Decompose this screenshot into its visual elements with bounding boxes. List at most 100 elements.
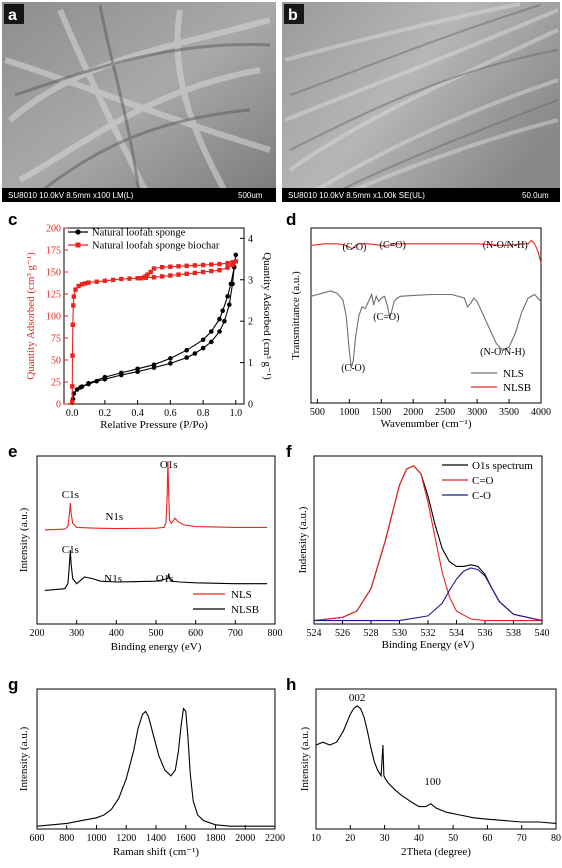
annotation: N1s	[104, 573, 122, 585]
sem-info-a: SU8010 10.0kV 8.5mm x100 LM(L)	[8, 191, 134, 200]
x-tick-label: 0.6	[164, 408, 177, 419]
x-axis-title: Binding Energy (eV)	[382, 639, 475, 651]
legend-label: NLS	[503, 368, 524, 380]
annotation: 100	[424, 776, 441, 788]
series-line-0	[44, 460, 268, 531]
series-line-1	[310, 239, 542, 264]
x-tick-label: 1800	[206, 833, 226, 844]
data-point	[83, 281, 88, 286]
legend-label: NLS	[231, 589, 252, 601]
x-tick-label: 60	[482, 833, 492, 844]
data-point	[227, 302, 232, 307]
y-tick-label: 200	[46, 224, 61, 235]
annotation: O1s	[160, 459, 178, 471]
sem-scale-a: 500um	[238, 191, 263, 200]
x-tick-label: 800	[268, 628, 283, 639]
data-point	[102, 278, 108, 283]
y-axis-title: Indensity (a.u.)	[297, 506, 309, 573]
legend-marker	[75, 229, 81, 235]
data-point	[168, 356, 173, 361]
x-tick-label: 70	[517, 833, 527, 844]
data-point	[220, 308, 225, 314]
x-tick-label: 538	[506, 628, 521, 639]
data-point	[184, 347, 189, 353]
data-point	[200, 337, 206, 343]
data-point	[192, 270, 198, 276]
y-axis-title: Transmittance (a.u.)	[290, 271, 302, 360]
x-tick-label: 2000	[403, 407, 423, 418]
data-point	[217, 261, 222, 267]
x-tick-label: 534	[449, 628, 464, 639]
x-tick-label: 526	[335, 628, 350, 639]
data-point	[184, 271, 189, 276]
x-tick-label: 600	[188, 628, 203, 639]
annotation: C1s	[62, 544, 79, 556]
fiber-texture-b	[284, 2, 559, 202]
data-point	[192, 351, 198, 356]
chart-d-ftir: 500 1000 1500 2000 2500 3000 3500 4000 Wavenumbe…	[290, 227, 551, 430]
data-point	[233, 252, 239, 258]
series-line-0	[310, 290, 542, 369]
y-tick-label: 25	[51, 378, 61, 389]
data-point	[70, 384, 75, 389]
x-tick-label: 3500	[499, 407, 519, 418]
x-tick-label: 1000	[339, 407, 359, 418]
x-tick-label: 2500	[435, 407, 455, 418]
sem-scale-b: 50.0um	[522, 191, 549, 200]
x-tick-label: 400	[109, 628, 124, 639]
panel-label-h: h	[286, 675, 296, 694]
x-tick-label: 500	[149, 628, 164, 639]
data-point	[102, 374, 108, 380]
sem-image-b: SU8010 10.0kV 8.5mm x1.00k SE(UL) 50.0um…	[282, 2, 560, 202]
x-tick-label: 0.2	[99, 408, 112, 419]
data-point	[168, 273, 173, 278]
plot-frame	[310, 227, 542, 404]
data-point	[209, 339, 214, 345]
y2-tick-label: 2	[248, 317, 253, 328]
data-point	[230, 260, 235, 265]
plot-frame	[313, 455, 543, 625]
data-point	[110, 277, 116, 283]
panel-label-d: d	[286, 210, 296, 229]
legend-label: C=O	[472, 475, 494, 487]
y-axis-title: Intensity (a.u.)	[18, 507, 30, 572]
data-point	[135, 366, 140, 372]
data-point	[86, 381, 91, 386]
series-line-0	[315, 705, 557, 824]
annotation: (N-O/N-H)	[480, 347, 525, 358]
annotation: N1s	[105, 511, 123, 523]
x-tick-label: 800	[59, 833, 74, 844]
series-line-1	[313, 465, 542, 622]
x-axis-title: Relative Pressure (P/Po)	[100, 419, 208, 431]
y-axis-title: Intensity (a.u.)	[18, 726, 30, 791]
data-point	[76, 283, 81, 289]
panel-label-f: f	[286, 442, 292, 461]
data-point	[225, 265, 230, 270]
data-point	[176, 264, 181, 269]
y-tick-label: 125	[46, 290, 61, 301]
x-tick-label: 1500	[371, 407, 391, 418]
panel-label-c: c	[8, 210, 17, 229]
legend: Natural loofah sponge Natural loofah spon…	[68, 228, 220, 252]
x-tick-label: 536	[478, 628, 493, 639]
data-point	[70, 322, 75, 327]
plot-frame	[63, 227, 245, 405]
y-tick-label: 150	[46, 268, 61, 279]
data-point	[200, 269, 206, 275]
x-tick-label: 524	[307, 628, 322, 639]
legend-marker	[75, 242, 81, 248]
x-tick-label: 4000	[531, 407, 551, 418]
data-point	[151, 275, 157, 280]
annotation: (N-O/N-H)	[483, 240, 528, 251]
data-point	[74, 387, 80, 392]
x-tick-label: 1000	[87, 833, 107, 844]
x-tick-label: 0.4	[131, 408, 144, 419]
x-tick-label: 0.0	[66, 408, 79, 419]
chart-f-xps-o1s: 524 526 528 530 532 534 536 538 540 Binding Energ…	[297, 455, 550, 651]
data-point	[233, 259, 238, 264]
series-line-2	[314, 567, 543, 622]
x-tick-label: 540	[535, 628, 550, 639]
annotation: O1s	[156, 573, 174, 585]
data-point	[135, 276, 140, 281]
